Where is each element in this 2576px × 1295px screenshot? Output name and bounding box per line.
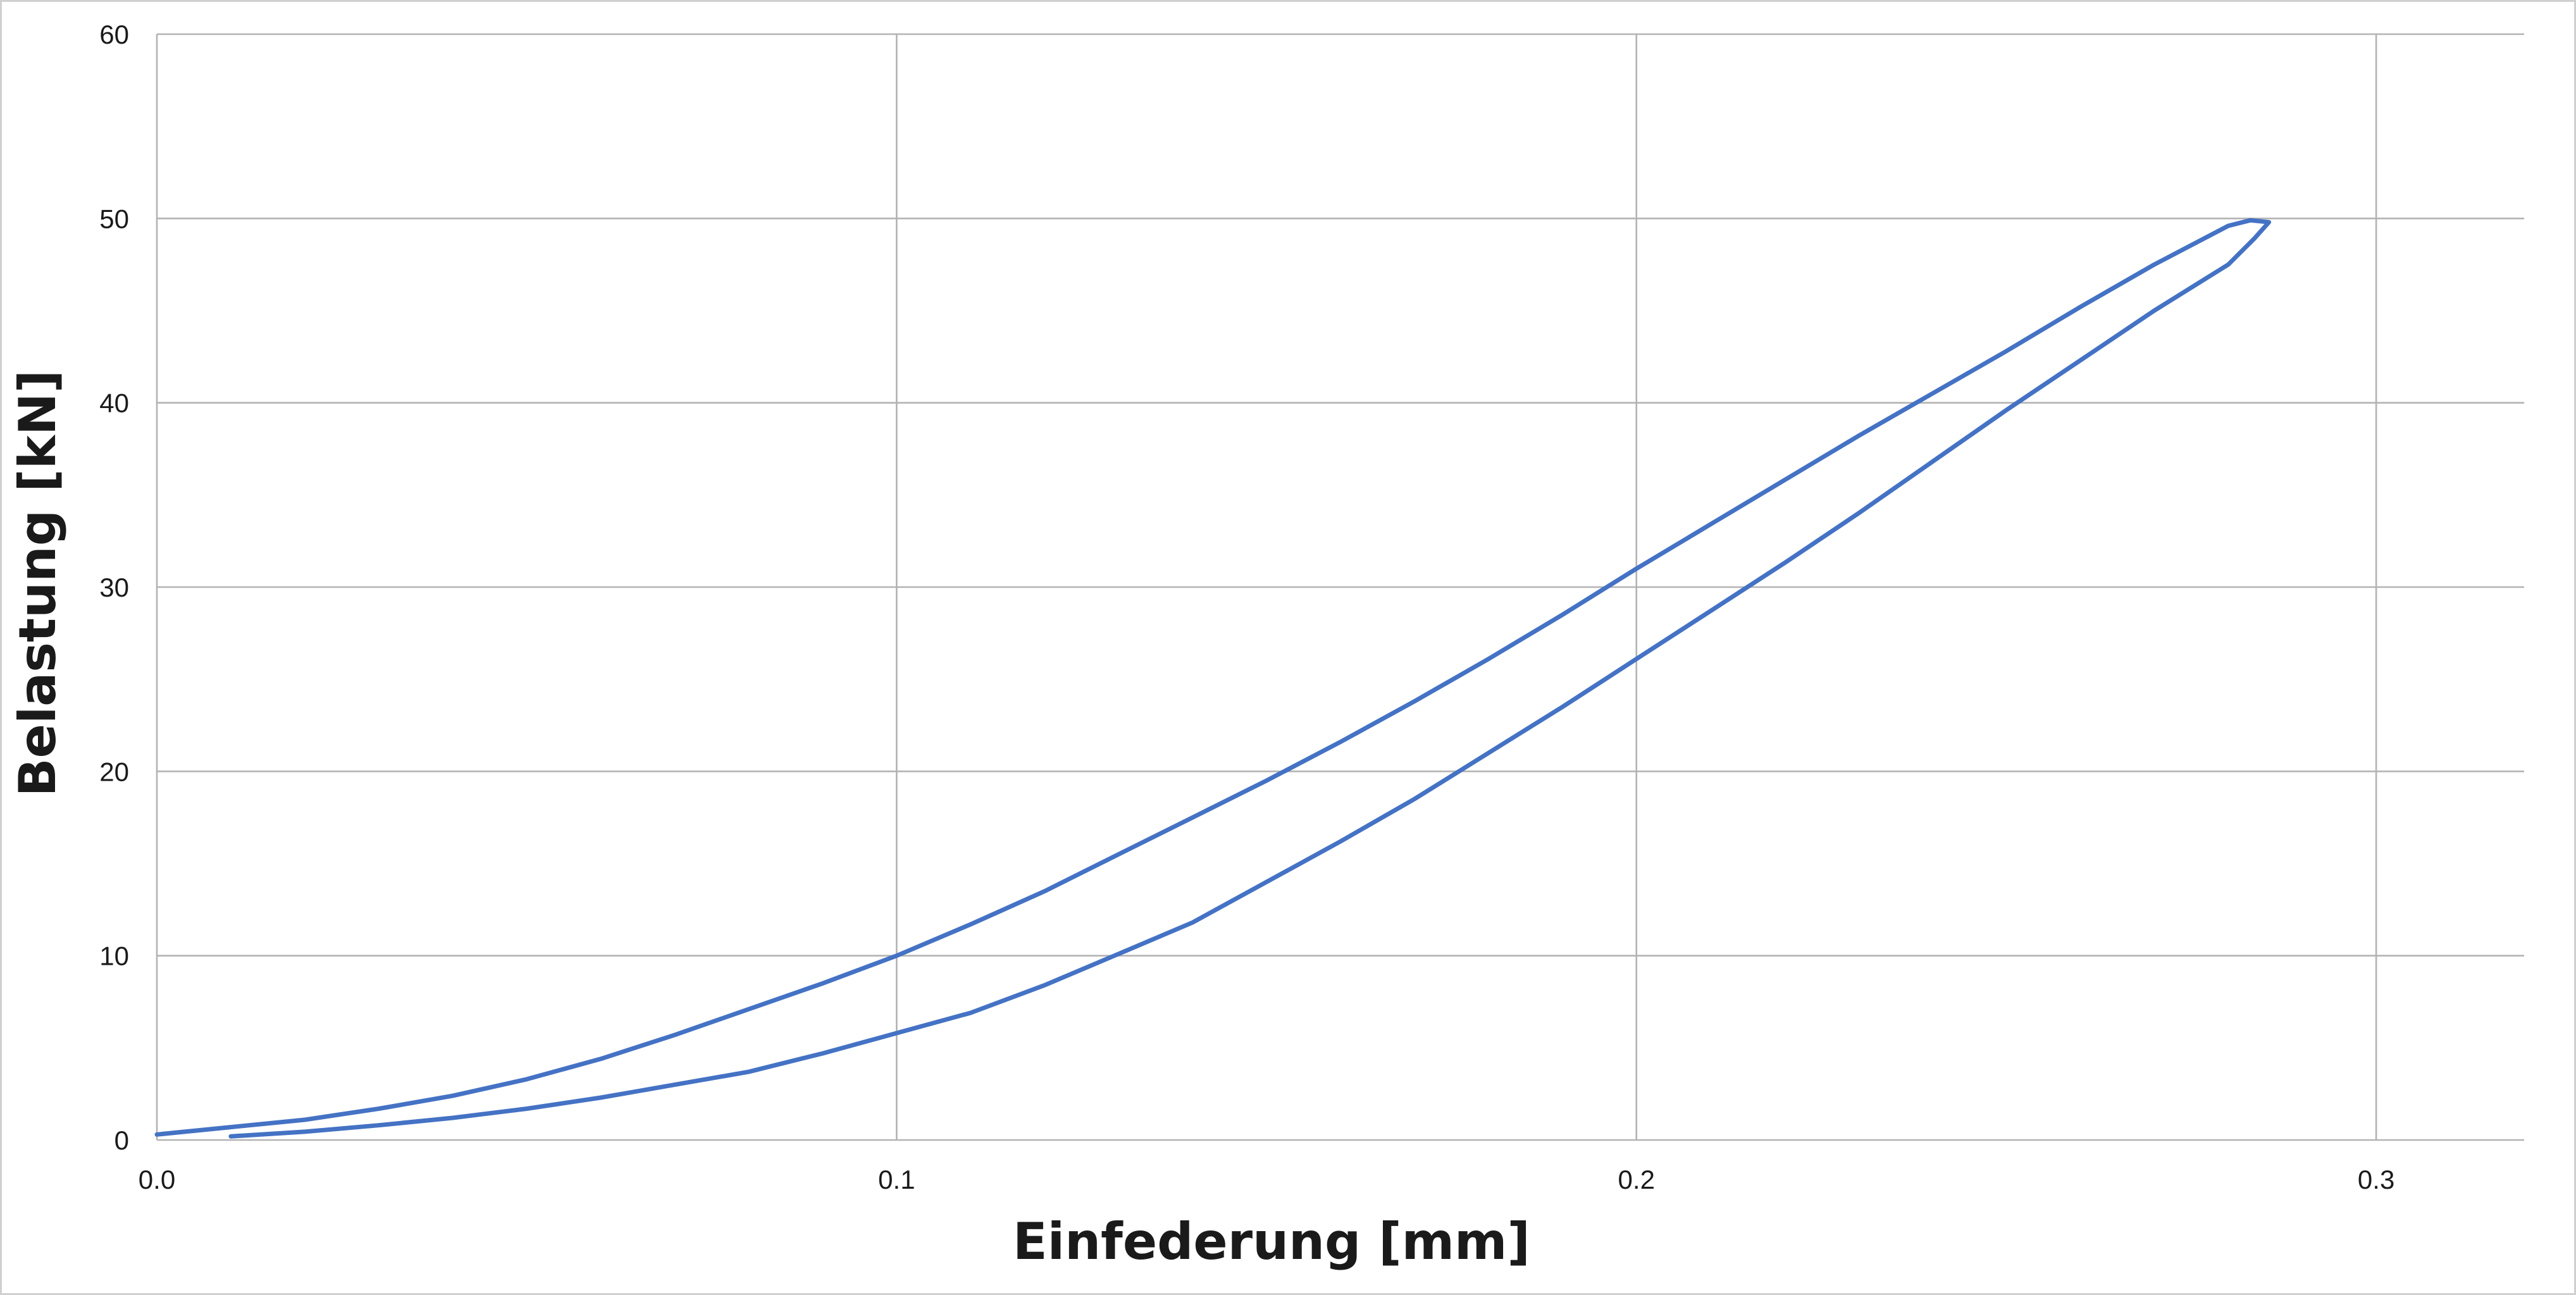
tick-labels: 0 10 20 30 40 50 60 0.0 0.1 0.2 0.3: [99, 20, 2394, 1194]
x-tick-label: 0.3: [2358, 1165, 2394, 1194]
y-tick-label: 60: [99, 20, 129, 49]
y-tick-label: 30: [99, 573, 129, 602]
series-layer: [154, 218, 2272, 1139]
y-axis-title: Belastung [kN]: [8, 370, 67, 797]
x-axis-title: Einfederung [mm]: [1013, 1212, 1530, 1271]
y-tick-label: 10: [99, 941, 129, 971]
x-tick-label: 0.2: [1618, 1165, 1655, 1194]
series-line: [154, 218, 2272, 1139]
y-tick-label: 20: [99, 757, 129, 786]
y-tick-label: 50: [99, 204, 129, 233]
x-tick-label: 0.0: [139, 1165, 175, 1194]
y-tick-label: 0: [115, 1125, 129, 1155]
x-tick-label: 0.1: [878, 1165, 915, 1194]
y-tick-label: 40: [99, 388, 129, 418]
grid: [156, 33, 2524, 1141]
